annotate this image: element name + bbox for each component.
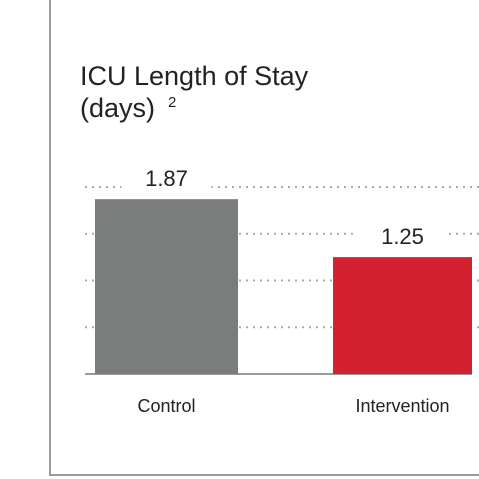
label-bg xyxy=(121,165,212,194)
value-label: 1.87 xyxy=(145,166,188,191)
x-tick-label: Intervention xyxy=(355,396,449,416)
title-superscript: 2 xyxy=(168,94,176,111)
chart-title: (days) xyxy=(80,93,155,123)
chart-title: ICU Length of Stay xyxy=(80,61,309,91)
label-bg xyxy=(357,223,448,252)
bar xyxy=(333,257,472,374)
bar xyxy=(95,199,238,374)
x-tick-label: Control xyxy=(137,396,195,416)
frame xyxy=(49,0,479,476)
value-label: 1.25 xyxy=(381,224,424,249)
